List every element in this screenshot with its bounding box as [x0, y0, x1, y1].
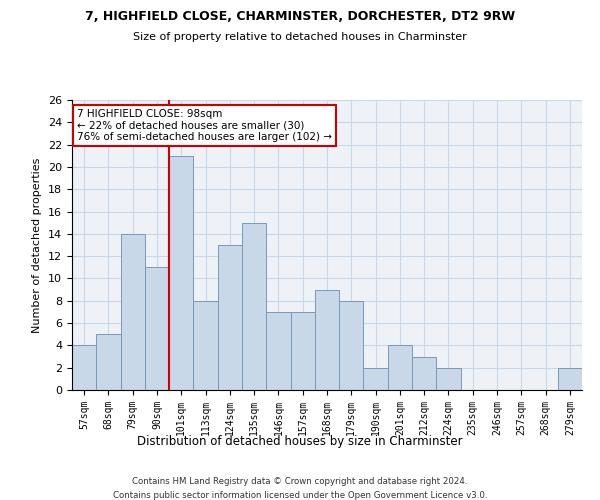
Bar: [558, 368, 582, 390]
Y-axis label: Number of detached properties: Number of detached properties: [32, 158, 43, 332]
Bar: [193, 301, 218, 390]
Bar: [412, 356, 436, 390]
Bar: [388, 346, 412, 390]
Bar: [242, 222, 266, 390]
Text: 7 HIGHFIELD CLOSE: 98sqm
← 22% of detached houses are smaller (30)
76% of semi-d: 7 HIGHFIELD CLOSE: 98sqm ← 22% of detach…: [77, 108, 332, 142]
Bar: [436, 368, 461, 390]
Bar: [339, 301, 364, 390]
Text: Contains HM Land Registry data © Crown copyright and database right 2024.: Contains HM Land Registry data © Crown c…: [132, 478, 468, 486]
Text: Distribution of detached houses by size in Charminster: Distribution of detached houses by size …: [137, 435, 463, 448]
Text: 7, HIGHFIELD CLOSE, CHARMINSTER, DORCHESTER, DT2 9RW: 7, HIGHFIELD CLOSE, CHARMINSTER, DORCHES…: [85, 10, 515, 23]
Bar: [169, 156, 193, 390]
Bar: [218, 245, 242, 390]
Bar: [96, 334, 121, 390]
Bar: [72, 346, 96, 390]
Bar: [364, 368, 388, 390]
Bar: [145, 268, 169, 390]
Bar: [266, 312, 290, 390]
Bar: [121, 234, 145, 390]
Text: Contains public sector information licensed under the Open Government Licence v3: Contains public sector information licen…: [113, 491, 487, 500]
Text: Size of property relative to detached houses in Charminster: Size of property relative to detached ho…: [133, 32, 467, 42]
Bar: [290, 312, 315, 390]
Bar: [315, 290, 339, 390]
